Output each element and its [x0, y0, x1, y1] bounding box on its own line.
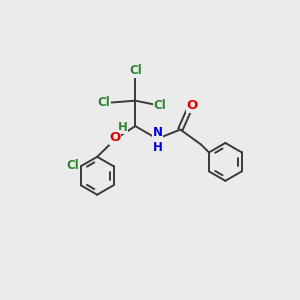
- Text: O: O: [110, 131, 121, 144]
- Text: Cl: Cl: [66, 159, 79, 172]
- Text: O: O: [187, 100, 198, 112]
- Text: H: H: [118, 121, 128, 134]
- Text: Cl: Cl: [153, 99, 166, 112]
- Text: Cl: Cl: [98, 97, 110, 110]
- Text: Cl: Cl: [129, 64, 142, 77]
- Text: N
H: N H: [153, 126, 163, 154]
